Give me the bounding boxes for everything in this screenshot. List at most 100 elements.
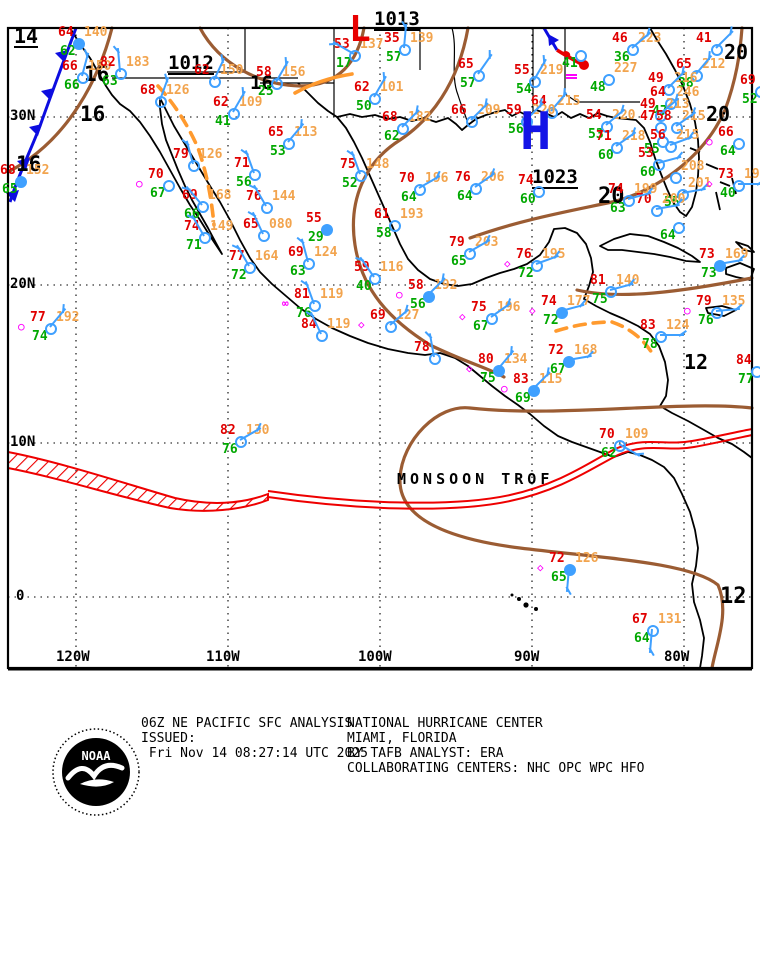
- station-temperature: 53: [638, 146, 654, 161]
- station-plots-layer: 64 140 62 66 150 66 82 183 63 62 150 62 109 41 68 126 79…: [0, 0, 760, 690]
- station-dewpoint: 40: [356, 279, 372, 294]
- station-dewpoint: 60: [598, 148, 614, 163]
- station-dewpoint: 62: [384, 129, 400, 144]
- station-temperature: 84: [301, 317, 317, 332]
- station-temperature: 65: [458, 57, 474, 72]
- station-pressure: 199: [634, 182, 658, 197]
- station-weather-symbol: ○: [706, 135, 713, 148]
- station-pressure: 119: [320, 287, 344, 302]
- station-weather-symbol: ◇: [466, 362, 473, 375]
- station-temperature: 77: [30, 310, 46, 325]
- station-pressure: 246: [676, 85, 700, 100]
- station-pressure: 218: [622, 129, 646, 144]
- station-temperature: 61: [374, 207, 390, 222]
- isobar-1020-gulf: [468, 26, 744, 240]
- low-pressure-marker: L: [349, 9, 371, 50]
- station-temperature: 76: [516, 247, 532, 262]
- isobar-value-label: 1012: [168, 52, 214, 75]
- sky-cover-icon: [733, 138, 745, 150]
- sky-cover-icon: [651, 205, 663, 217]
- station-dewpoint: 72: [543, 313, 559, 328]
- station-pressure: 156: [282, 65, 306, 80]
- isobar-value-label: 16: [250, 72, 273, 94]
- station-dewpoint: 65: [2, 182, 18, 197]
- isobar-value-label: 20: [706, 102, 731, 126]
- station-temperature: 64: [58, 25, 74, 40]
- coastline-pacific-baja-centralamerica: [69, 27, 705, 669]
- station-temperature: 58: [256, 65, 272, 80]
- sky-cover-icon: [751, 366, 760, 378]
- station-temperature: 79: [696, 294, 712, 309]
- station-pressure: 126: [575, 551, 599, 566]
- sky-cover-icon: [655, 122, 667, 134]
- latitude-label: 10N: [10, 434, 36, 450]
- station-dewpoint: 53: [588, 127, 604, 142]
- isobar-value-label: 12: [720, 584, 747, 609]
- station-temperature: 69: [740, 73, 756, 88]
- station-dewpoint: 64: [720, 144, 736, 159]
- sky-cover-icon: [321, 224, 333, 236]
- sky-cover-icon: [15, 176, 27, 188]
- isobar-mexico-long: [351, 26, 506, 379]
- station-dewpoint: 71: [186, 238, 202, 253]
- station-temperature: 72: [549, 551, 565, 566]
- station-temperature: 65: [676, 57, 692, 72]
- noaa-logo-text-ring: [52, 728, 140, 816]
- station-weather-symbol: ○: [18, 320, 25, 333]
- station-dewpoint: 56: [410, 297, 426, 312]
- station-temperature: 68: [382, 110, 398, 125]
- sky-cover-icon: [665, 141, 677, 153]
- station-pressure: 215: [682, 109, 706, 124]
- station-temperature: 65: [243, 217, 259, 232]
- station-temperature: 75: [471, 300, 487, 315]
- sky-cover-icon: [647, 625, 659, 637]
- station-pressure: 139: [410, 31, 434, 46]
- station-dewpoint: 64: [634, 631, 650, 646]
- station-dewpoint: 29: [308, 230, 324, 245]
- station-dewpoint: 78: [642, 337, 658, 352]
- sky-cover-icon: [564, 564, 576, 576]
- station-pressure: 140: [84, 25, 108, 40]
- station-temperature: 58: [656, 109, 672, 124]
- station-dewpoint: 38: [678, 76, 694, 91]
- station-dewpoint: 54: [516, 82, 532, 97]
- sky-cover-icon: [73, 38, 85, 50]
- station-pressure: 124: [314, 245, 338, 260]
- sky-cover-icon: [369, 273, 381, 285]
- station-pressure: 190: [744, 167, 760, 182]
- station-temperature: 66: [718, 125, 734, 140]
- station-weather-symbol: ◇: [529, 304, 536, 317]
- station-temperature: 73: [699, 247, 715, 262]
- station-dewpoint: 73: [701, 266, 717, 281]
- station-pressure: 206: [481, 170, 505, 185]
- isobar-1012-caribbean-loop: [398, 404, 754, 670]
- station-temperature: 70: [399, 171, 415, 186]
- station-temperature: 79: [173, 147, 189, 162]
- sky-cover-icon: [258, 230, 270, 242]
- station-weather-symbol: ○: [396, 288, 403, 301]
- sky-cover-icon: [733, 180, 745, 192]
- galapagos-islands: [510, 593, 538, 611]
- station-dewpoint: 75: [592, 292, 608, 307]
- coastline-bahamas: [689, 147, 755, 253]
- station-temperature: 68: [140, 83, 156, 98]
- monsoon-trough-line: [267, 428, 753, 504]
- station-temperature: 49: [640, 97, 656, 112]
- station-pressure: 119: [327, 317, 351, 332]
- station-temperature: 69: [182, 188, 198, 203]
- station-temperature: 68: [0, 163, 16, 178]
- sky-cover-icon: [655, 331, 667, 343]
- latitude-label: 20N: [10, 276, 36, 292]
- station-weather-symbol: ∞: [282, 297, 289, 310]
- sky-cover-icon: [653, 159, 665, 171]
- station-pressure: 126: [199, 147, 223, 162]
- station-temperature: 70: [599, 427, 615, 442]
- station-dewpoint: 25: [258, 84, 274, 99]
- station-dewpoint: 67: [550, 362, 566, 377]
- station-pressure: 126: [166, 83, 190, 98]
- isobar-value-label: 16: [84, 62, 110, 86]
- station-pressure: 137: [360, 37, 384, 52]
- coastline-mexico-gulf-yucatan-caribbean: [336, 116, 753, 459]
- station-pressure: 144: [272, 189, 296, 204]
